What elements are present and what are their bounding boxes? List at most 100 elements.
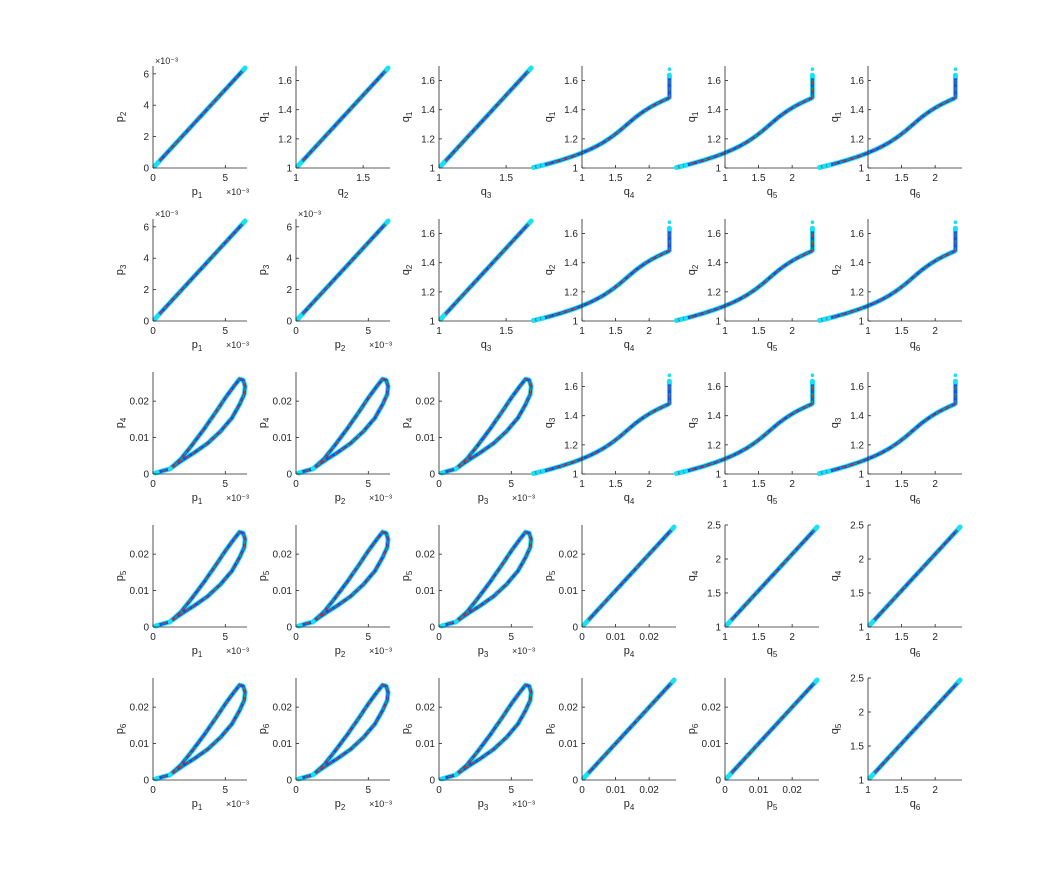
sample-point [814,524,820,530]
x-tick-label: 2 [932,785,938,796]
y-tick-label: 1.6 [421,76,435,87]
y-axis-label: p5 [257,570,271,581]
x-label-letter: q [767,492,773,504]
y-tick-label: 0 [572,776,578,787]
sample-point [310,619,316,625]
x-tick-label: 1 [579,326,585,337]
y-tick-label: 0 [143,470,149,481]
sample-point [953,379,958,384]
cyan-sample-band [439,682,534,782]
sample-point [674,165,679,170]
x-label-index: 3 [484,497,489,506]
x-label-index: 2 [341,497,346,506]
x-label-letter: q [624,492,630,504]
y-label-index: 1 [691,111,700,116]
sample-point [536,470,541,475]
x-axis-label: q4 [624,339,635,353]
y-tick-label: 6 [143,69,149,80]
x-scale-factor: ×10⁻³ [226,340,249,350]
y-label-index: 5 [405,570,414,575]
x-label-letter: p [192,339,198,351]
y-tick-label: 1.2 [707,134,721,145]
sample-point [683,469,689,474]
x-label-index: 3 [484,803,489,812]
y-label-letter: p [257,269,269,275]
x-tick-label: 0 [150,479,156,490]
x-tick-label: 1 [436,326,442,337]
x-tick-label: 2 [932,173,938,184]
sample-point [667,67,672,71]
cyan-sample-band [439,376,534,476]
x-label-letter: q [910,186,916,198]
y-tick-label: 1.6 [564,76,578,87]
y-label-index: 3 [548,417,557,422]
y-tick-label: 1.4 [564,105,578,116]
y-tick-label: 0.02 [130,550,150,561]
y-axis-label: q3 [686,417,700,428]
sample-point [953,373,958,378]
x-axis-label: p3 [478,798,489,812]
y-label-letter: q [257,116,269,122]
y-label-letter: q [686,116,698,122]
y-tick-label: 1.2 [564,287,578,298]
y-tick-label: 1 [715,317,721,328]
x-label-letter: p [767,798,773,810]
sample-point [810,373,815,378]
y-label-letter: q [543,269,555,275]
red-dashed-curve [869,526,961,626]
y-axis-label: q2 [829,264,843,275]
y-tick-label: 1.2 [564,134,578,145]
y-scale-factor: ×10⁻³ [155,209,178,219]
y-axis-label: p4 [114,417,128,428]
cyan-sample-band [153,682,248,782]
y-tick-label: 1.2 [707,287,721,298]
y-tick-label: 0 [429,470,435,481]
sample-point [671,677,677,683]
y-tick-label: 1.2 [850,134,864,145]
x-axis-label: q6 [910,186,921,200]
y-tick-label: 0 [286,623,292,634]
y-axis-label: q2 [543,264,557,275]
x-tick-label: 0 [722,785,728,796]
sample-point [453,619,459,625]
x-label-letter: p [335,339,341,351]
x-tick-label: 1.5 [895,479,909,490]
y-label-index: 6 [262,723,271,728]
red-dashed-curve [819,75,957,169]
x-label-index: 3 [484,650,489,659]
y-label-index: 2 [405,264,414,269]
sample-point [536,164,541,169]
x-tick-label: 5 [366,632,372,643]
sample-point [810,67,815,71]
x-tick-label: 1.5 [752,326,766,337]
y-tick-label: 1 [715,470,721,481]
x-axis-label: p1 [192,339,203,353]
y-label-index: 4 [262,417,271,422]
y-tick-label: 0.02 [273,397,293,408]
x-scale-factor: ×10⁻³ [369,646,392,656]
y-axis-label: p4 [257,417,271,428]
y-label-index: 5 [119,570,128,575]
y-tick-label: 4 [286,254,292,265]
y-label-letter: q [686,575,698,581]
cyan-sample-band [153,529,248,629]
y-label-letter: p [114,575,126,581]
x-axis-label: q5 [767,186,778,200]
sample-point [531,318,536,323]
x-tick-label: 2 [789,632,795,643]
x-tick-label: 1 [865,326,871,337]
y-tick-label: 0 [143,776,149,787]
y-label-index: 5 [262,570,271,575]
y-tick-label: 1.5 [850,589,864,600]
x-tick-label: 1.5 [895,632,909,643]
x-label-index: 6 [916,650,921,659]
x-tick-label: 1.5 [895,785,909,796]
